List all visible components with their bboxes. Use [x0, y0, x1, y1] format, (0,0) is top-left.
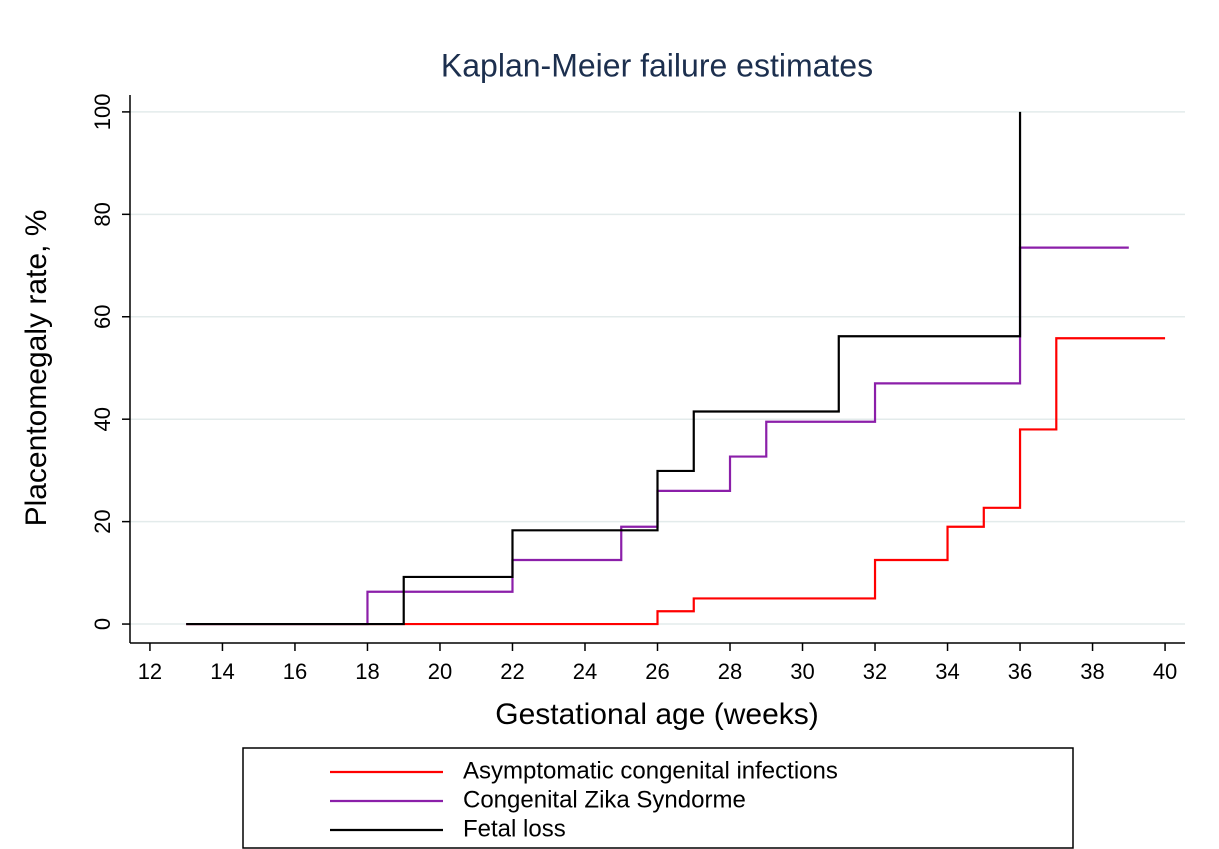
step-line — [186, 111, 1022, 626]
legend-label: Fetal loss — [463, 815, 566, 842]
x-tick-label: 18 — [355, 659, 379, 684]
x-tick-label: 28 — [718, 659, 742, 684]
x-axis-label: Gestational age (weeks) — [495, 698, 819, 731]
x-tick-label: 20 — [428, 659, 452, 684]
y-tick-label: 20 — [90, 509, 115, 533]
x-tick-label: 16 — [283, 659, 307, 684]
legend-box — [242, 747, 1074, 849]
y-tick-label: 100 — [90, 94, 115, 131]
legend-label: Asymptomatic congenital infections — [463, 757, 838, 784]
x-tick-label: 32 — [863, 659, 887, 684]
x-tick-label: 34 — [935, 659, 959, 684]
x-tick-label: 12 — [138, 659, 162, 684]
y-axis-label: Placentomegaly rate, % — [20, 210, 53, 527]
y-tick-label: 60 — [90, 305, 115, 329]
x-tick-label: 24 — [573, 659, 597, 684]
y-tick-label: 80 — [90, 202, 115, 226]
chart-title: Kaplan-Meier failure estimates — [441, 47, 873, 83]
x-tick-label: 38 — [1080, 659, 1104, 684]
legend-label: Congenital Zika Syndorme — [463, 786, 746, 813]
x-tick-label: 36 — [1008, 659, 1032, 684]
x-tick-label: 40 — [1153, 659, 1177, 684]
step-line — [186, 246, 1129, 626]
x-tick-label: 30 — [790, 659, 814, 684]
step-line — [186, 337, 1166, 626]
x-tick-label: 14 — [210, 659, 234, 684]
y-tick-label: 0 — [90, 618, 115, 630]
x-tick-label: 26 — [645, 659, 669, 684]
x-tick-label: 22 — [500, 659, 524, 684]
y-tick-label: 40 — [90, 407, 115, 431]
